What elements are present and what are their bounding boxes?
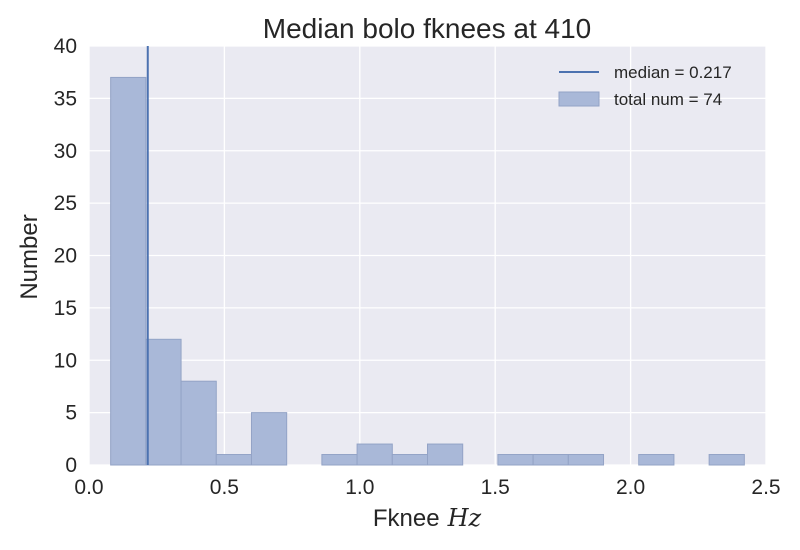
y-tick-label: 10: [54, 349, 77, 372]
histogram-bar: [567, 454, 605, 466]
y-axis-ticks: 0 5 10 15 20 25 30 35 40: [54, 35, 77, 477]
x-axis-unit: Hz: [447, 504, 482, 532]
histogram-bar: [391, 454, 428, 466]
x-tick-label: 0.5: [210, 476, 239, 499]
x-tick-label: 2.5: [751, 476, 780, 499]
x-tick-label: 2.0: [616, 476, 645, 499]
x-axis-ticks: 0.0 0.5 1.0 1.5 2.0 2.5: [74, 476, 780, 499]
histogram-bar: [708, 454, 745, 466]
histogram-bar: [250, 412, 288, 466]
x-axis-label: Fknee Hz: [373, 504, 482, 532]
histogram-bar: [110, 76, 147, 466]
histogram-bar: [180, 380, 217, 466]
histogram-bar: [215, 454, 252, 466]
y-tick-label: 30: [54, 140, 77, 163]
x-tick-label: 0.0: [74, 476, 103, 499]
y-axis-label: Number: [16, 214, 43, 299]
legend-entry-label: median = 0.217: [614, 63, 732, 82]
y-tick-label: 40: [54, 35, 77, 58]
histogram-bar: [532, 454, 569, 466]
y-tick-label: 0: [65, 454, 77, 477]
histogram-bar: [321, 454, 358, 466]
x-tick-label: 1.0: [345, 476, 374, 499]
histogram-bar: [145, 338, 182, 466]
histogram-bar: [638, 454, 675, 466]
legend-entry-label: total num = 74: [614, 90, 722, 109]
histogram-bars: [110, 76, 745, 466]
y-tick-label: 35: [54, 87, 77, 110]
y-tick-label: 15: [54, 297, 77, 320]
histogram-bar: [497, 454, 534, 466]
y-tick-label: 25: [54, 192, 77, 215]
chart-title: Median bolo fknees at 410: [263, 13, 591, 44]
y-tick-label: 5: [65, 402, 77, 425]
y-tick-label: 20: [54, 245, 77, 268]
x-axis-label-text: Fknee: [373, 505, 440, 532]
histogram-bar: [356, 443, 393, 466]
legend-patch-swatch: [558, 91, 600, 107]
histogram-bar: [427, 443, 464, 466]
legend: median = 0.217 total num = 74: [558, 63, 732, 109]
x-tick-label: 1.5: [481, 476, 510, 499]
